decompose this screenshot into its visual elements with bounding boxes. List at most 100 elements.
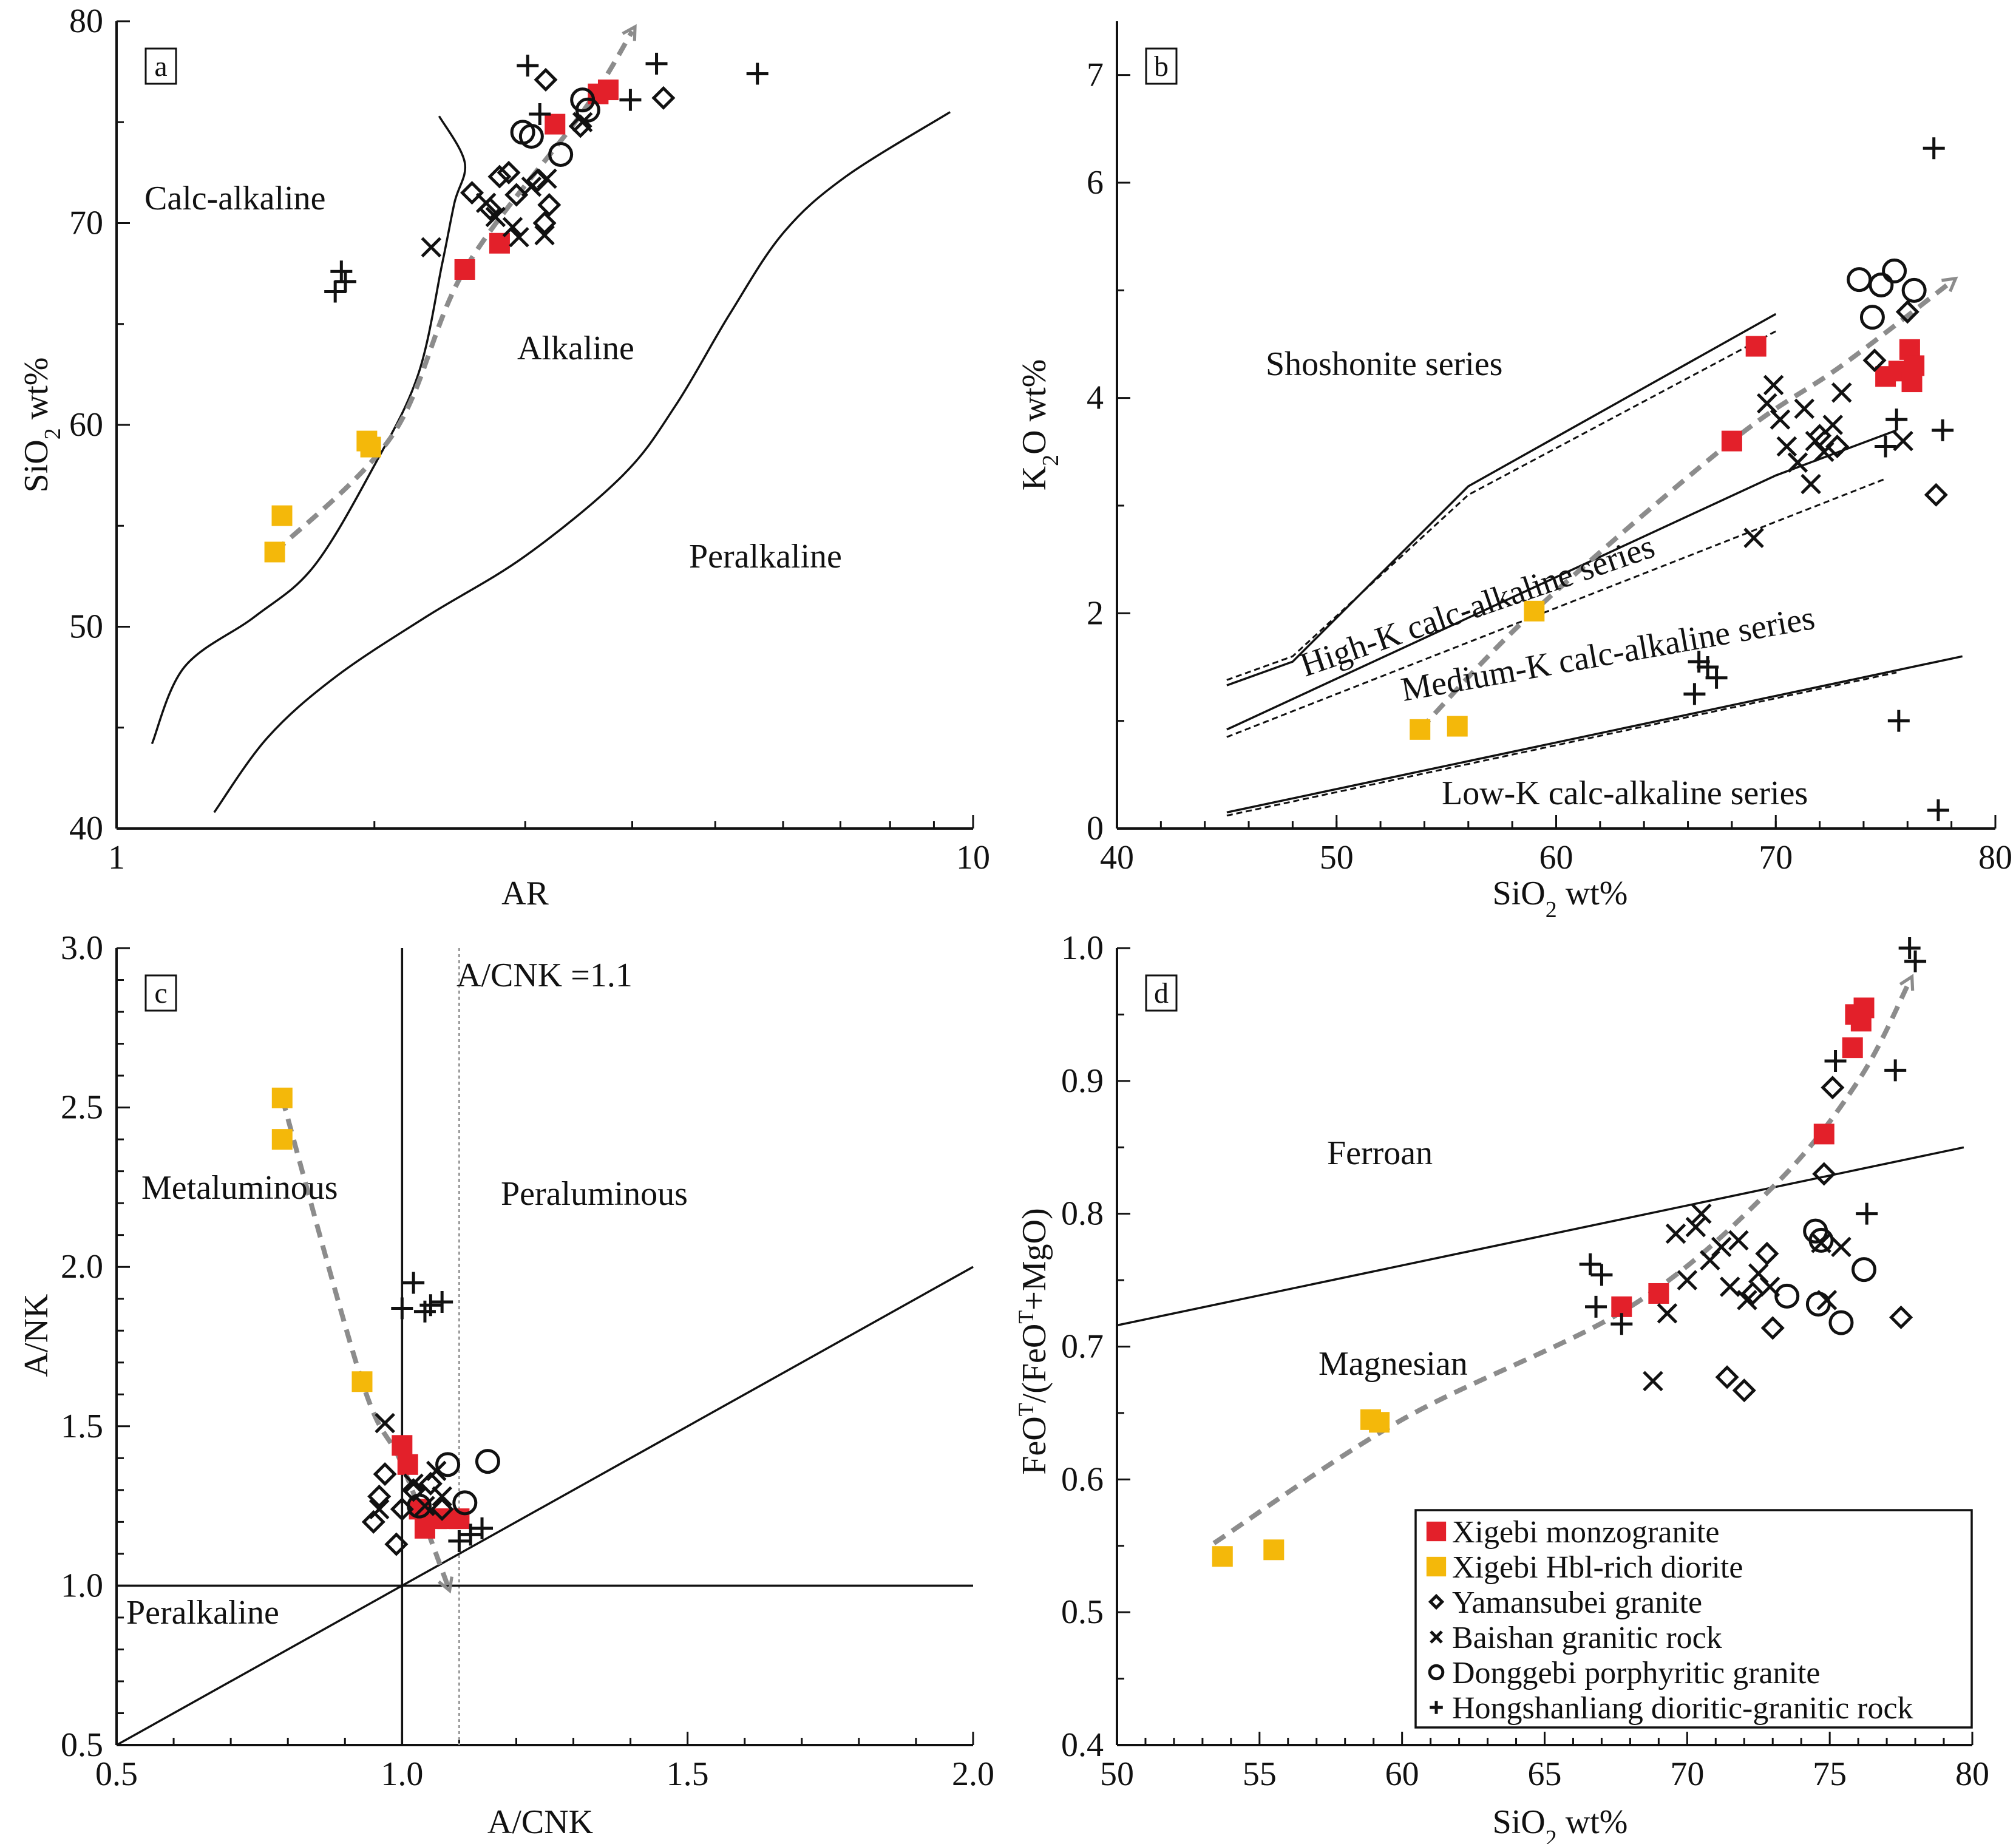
panel-d-plus-point <box>1585 1295 1607 1318</box>
panel-b-x-tick-label: 60 <box>1539 839 1573 876</box>
panel-b-diamond-point <box>1895 300 1919 324</box>
panel-b-cross-point <box>1776 436 1797 457</box>
panel-d-cross-point <box>1711 1236 1732 1258</box>
panel-b-plus-point <box>1885 408 1908 431</box>
panel-c-diamond-point <box>361 1510 385 1534</box>
panel-d-plus-point <box>1898 937 1921 959</box>
panel-b-x-tick-label: 70 <box>1759 839 1793 876</box>
panel-a-region-peralkaline: Peralkaline <box>689 538 842 575</box>
panel-d-letter: d <box>1154 977 1169 1009</box>
panel-d-plus-point <box>1824 1050 1847 1073</box>
panel-c-cross-point <box>415 1496 435 1516</box>
panel-d-circle-point <box>1851 1257 1877 1283</box>
panel-d-trend-arrow <box>1212 974 1915 1545</box>
panel-b-cross-point <box>1831 382 1852 403</box>
legend-label-0: Xigebi monzogranite <box>1452 1515 1719 1550</box>
panel-d-circle-point <box>1774 1283 1800 1309</box>
panel-b-dashed-boundary <box>1226 671 1897 817</box>
panel-d-circle-point <box>1805 1291 1831 1317</box>
panel-c-plus-point <box>471 1517 494 1539</box>
panel-b-trend-arrow <box>1418 276 1958 731</box>
panel-a-y-tick-label: 70 <box>69 205 103 242</box>
panel-c-diamond-point <box>430 1497 454 1521</box>
panel-d-plus-point <box>1590 1264 1613 1286</box>
panel-b-plus-point <box>1932 419 1954 441</box>
legend-label-5: Hongshanliang dioritic-granitic rock <box>1452 1691 1913 1726</box>
panel-a-y-tick-label: 40 <box>69 810 103 847</box>
panel-a-diamond-point <box>487 164 512 189</box>
panel-d-diamond-point <box>1889 1305 1913 1329</box>
panel-a-cross-point <box>421 237 442 258</box>
panel-a-cross-point <box>485 206 506 228</box>
panel-c-cross-point <box>432 1486 452 1507</box>
panel-c-diamond-point <box>367 1484 392 1508</box>
panel-c-circle-point <box>452 1490 478 1516</box>
panel-c-x-tick-label: 1.0 <box>381 1755 423 1793</box>
panel-b-letter: b <box>1154 50 1169 83</box>
panel-c-x-tick-label: 0.5 <box>95 1755 138 1793</box>
panel-a-plus-point <box>324 280 347 303</box>
panel-a-plus-point <box>517 55 539 77</box>
panel-d-y-label: FeOT/(FeOT+MgO) <box>1014 1208 1053 1475</box>
panel-b-dashed-boundary <box>1226 330 1777 681</box>
panel-b-square-yellow-point <box>1447 716 1468 737</box>
panel-c-letter: c <box>154 977 167 1009</box>
panel-c-plus-point <box>460 1524 482 1546</box>
panel-c-diamond-point <box>401 1478 426 1502</box>
panel-d-y-tick-label: 0.9 <box>1061 1062 1104 1100</box>
panel-a-square-red-point <box>489 232 510 254</box>
panel-d: 50 55 60 65 70 75 80 0.4 0.5 0.6 0.7 0.8 0.9 1.0 d Ferr… <box>1014 929 1989 1844</box>
panel-a-region-calc-alkaline: Calc-alkaline <box>144 180 326 217</box>
panel-b-plus-point <box>1705 666 1728 689</box>
panel-b-y-label: K2O wt% <box>1016 359 1064 491</box>
legend-box <box>1414 1509 1973 1729</box>
legend-cross-marker <box>1430 1630 1443 1644</box>
panel-d-region-magnesian: Magnesian <box>1319 1345 1468 1383</box>
panel-a-diamond-point <box>651 86 676 110</box>
panel-c-y-tick-label: 2.5 <box>61 1089 103 1127</box>
panel-b-dashed-boundary <box>1226 478 1886 738</box>
panel-c-plus-point <box>448 1530 470 1552</box>
panel-c-cross-point <box>403 1473 424 1494</box>
panel-d-plus-point <box>1856 1202 1878 1225</box>
panel-d-diamond-point <box>1740 1281 1765 1306</box>
panel-d-square-red-point <box>1813 1124 1834 1145</box>
panel-b-square-red-point <box>1745 336 1767 357</box>
panel-b-cross-point <box>1787 452 1808 473</box>
panel-b-plus-point <box>1683 683 1706 705</box>
panel-d-cross-point <box>1691 1203 1712 1224</box>
panel-b-circle-point <box>1882 258 1907 283</box>
panel-b-plus-point <box>1923 137 1945 160</box>
panel-d-y-tick-label: 0.8 <box>1061 1195 1104 1233</box>
panel-d-cross-point <box>1665 1223 1686 1244</box>
legend-circle-marker <box>1428 1664 1445 1681</box>
panel-c-y-label: A/NK <box>18 1294 55 1377</box>
panel-d-y-tick-label: 0.5 <box>1061 1593 1104 1631</box>
legend-label-4: Donggebi porphyritic granite <box>1452 1656 1821 1690</box>
panel-b-circle-point <box>1901 277 1927 303</box>
panel-c-circle-point <box>407 1493 432 1519</box>
panel-b-cross-point <box>1893 430 1913 452</box>
panel-d-diamond-point <box>1755 1241 1779 1266</box>
panel-b-cross-point <box>1794 398 1815 419</box>
panel-a-cross-point <box>572 112 593 133</box>
panel-b-region-low-k: Low-K calc-alkaline series <box>1442 775 1808 812</box>
panel-a-plus-point <box>746 63 769 85</box>
legend-diamond-marker <box>1428 1593 1445 1610</box>
panel-a-y-label: SiO2 wt% <box>18 358 66 493</box>
panel-b-boundary-line <box>1226 429 1897 731</box>
panel-a-cross-point <box>521 176 542 197</box>
panel-c-x-tick-label: 2.0 <box>952 1755 994 1793</box>
legend-square-red-marker <box>1426 1521 1447 1542</box>
panel-b-circle-point <box>1847 267 1872 293</box>
panel-b-square-red-point <box>1721 430 1742 452</box>
panel-a-circle-point <box>575 97 600 123</box>
panel-b-y-tick-label: 7 <box>1087 56 1104 94</box>
panel-a: 1 10 40 50 60 70 80 a Calc-alkaline Alkaline Peral… <box>18 2 990 912</box>
panel-c-y-tick-label: 1.0 <box>61 1567 103 1604</box>
panel-b-cross-point <box>1763 375 1784 396</box>
panel-c-square-yellow-point <box>351 1371 373 1392</box>
legend-square-yellow-marker <box>1426 1556 1447 1577</box>
panel-c-square-yellow-point <box>271 1129 293 1150</box>
